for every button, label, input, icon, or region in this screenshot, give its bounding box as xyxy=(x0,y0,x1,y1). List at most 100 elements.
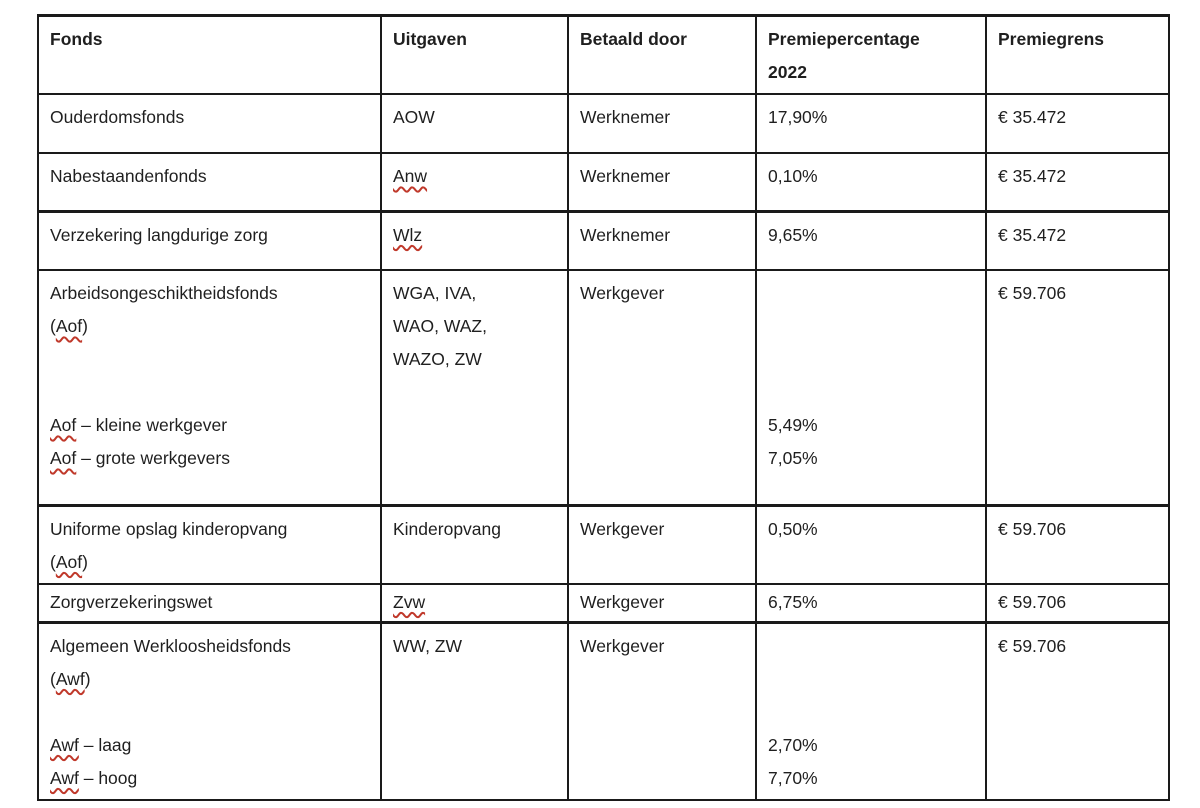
table-row-zorgverzekeringswet: Zorgverzekeringswet Zvw Werkgever 6,75% € 59… xyxy=(37,583,1170,623)
premiums-table: Fonds Uitgaven Betaald door Premiepercentag… xyxy=(37,14,1170,801)
text-line: (Awf) xyxy=(50,668,91,689)
text-line: € 59.706 xyxy=(998,635,1067,656)
cell-uitgaven: Anw xyxy=(380,152,569,212)
cell-betaald-door: Werkgever xyxy=(567,620,757,801)
cell-betaald-door: Werkgever xyxy=(567,503,757,585)
misspelled-word: Awf xyxy=(50,734,79,755)
cell-premiegrens: € 59.706 xyxy=(985,269,1170,506)
text-line: Awf – hoog xyxy=(50,767,138,788)
text-line: WAZO, ZW xyxy=(393,349,482,369)
table-row-ouderdomsfonds: Ouderdomsfonds AOW Werknemer 17,90% € 35.472 xyxy=(37,93,1170,154)
cell-fonds: Uniforme opslag kinderopvang (Aof) xyxy=(37,503,382,585)
text-line: Werkgever xyxy=(580,283,665,303)
table-header: Fonds Uitgaven Betaald door Premiepercentag… xyxy=(37,14,1170,95)
text-line: € 35.472 xyxy=(998,224,1067,245)
text-line: Awf – laag xyxy=(50,734,132,755)
text-line: Verzekering langdurige zorg xyxy=(50,224,268,245)
text-line: Anw xyxy=(393,160,563,193)
cell-premiepercentage-2022: 9,65% xyxy=(755,209,987,271)
text-line: Werknemer xyxy=(580,224,671,245)
cell-uitgaven: Kinderopvang xyxy=(380,503,569,585)
cell-premiegrens: € 35.472 xyxy=(985,93,1170,154)
cell-fonds: Nabestaandenfonds xyxy=(37,152,382,212)
text-line: Wlz xyxy=(393,219,563,252)
text-line: (Aof) xyxy=(50,316,88,336)
blank-line xyxy=(768,343,981,376)
text-line: Werkgever xyxy=(580,635,665,656)
blank-line xyxy=(50,343,376,376)
cell-uitgaven: AOW xyxy=(380,93,569,154)
text-line: 5,49% xyxy=(768,415,818,435)
text-line: WGA, IVA, xyxy=(393,283,477,303)
text-line: 0,10% xyxy=(768,166,818,186)
cell-uitgaven: WW, ZW xyxy=(380,620,569,801)
misspelled-word: Aof xyxy=(50,448,77,468)
text-line: WAO, WAZ, xyxy=(393,316,487,336)
text-line: € 59.706 xyxy=(998,283,1067,303)
text-line: € 59.706 xyxy=(998,591,1067,612)
column-header-uitgaven: Uitgaven xyxy=(380,14,569,95)
misspelled-word: Aof xyxy=(55,316,83,336)
cell-fonds: Ouderdomsfonds xyxy=(37,93,382,154)
text-line: 6,75% xyxy=(768,591,818,612)
text-line: Uitgaven xyxy=(393,29,467,49)
text-line: 17,90% xyxy=(768,107,828,127)
text-line: Ouderdomsfonds xyxy=(50,107,185,127)
text-line: Uniforme opslag kinderopvang xyxy=(50,518,288,539)
text-line: Zorgverzekeringswet xyxy=(50,591,213,612)
blank-line xyxy=(768,663,981,696)
cell-premiepercentage-2022: 5,49% 7,05% xyxy=(755,269,987,506)
text-line: Algemeen Werkloosheidsfonds xyxy=(50,635,291,656)
cell-premiepercentage-2022: 2,70% 7,70% xyxy=(755,620,987,801)
misspelled-word: Zvw xyxy=(393,591,426,612)
text-line: Betaald door xyxy=(580,29,687,49)
text-line: Zvw xyxy=(393,588,563,617)
cell-premiepercentage-2022: 17,90% xyxy=(755,93,987,154)
cell-betaald-door: Werknemer xyxy=(567,93,757,154)
text-line: Kinderopvang xyxy=(393,518,501,539)
cell-betaald-door: Werknemer xyxy=(567,152,757,212)
cell-premiepercentage-2022: 6,75% xyxy=(755,583,987,623)
text-line: Aof – grote werkgevers xyxy=(50,448,230,468)
text-line: Nabestaandenfonds xyxy=(50,166,207,186)
table-row-verzekering-langdurige-zorg: Verzekering langdurige zorg Wlz Werknemer 9… xyxy=(37,209,1170,271)
column-header-betaald-door: Betaald door xyxy=(567,14,757,95)
cell-fonds: Algemeen Werkloosheidsfonds (Awf) Awf – l… xyxy=(37,620,382,801)
misspelled-word: Awf xyxy=(55,668,85,689)
table-body: Ouderdomsfonds AOW Werknemer 17,90% € 35.472… xyxy=(37,93,1170,801)
blank-line xyxy=(768,376,981,409)
table-row-arbeidsongeschiktheidsfonds: Arbeidsongeschiktheidsfonds (Aof) Aof – k… xyxy=(37,269,1170,506)
text-line: 9,65% xyxy=(768,224,818,245)
table-row-nabestaandenfonds: Nabestaandenfonds Anw Werknemer 0,10% € 35.4… xyxy=(37,152,1170,212)
cell-premiepercentage-2022: 0,50% xyxy=(755,503,987,585)
text-line: Fonds xyxy=(50,29,103,49)
blank-line xyxy=(768,696,981,729)
text-line: 0,50% xyxy=(768,518,818,539)
cell-fonds: Zorgverzekeringswet xyxy=(37,583,382,623)
cell-betaald-door: Werknemer xyxy=(567,209,757,271)
text-line: Werkgever xyxy=(580,591,665,612)
text-line: 7,70% xyxy=(768,767,818,788)
text-line: AOW xyxy=(393,107,435,127)
text-line: Aof – kleine werkgever xyxy=(50,415,228,435)
text-line: 7,05% xyxy=(768,448,818,468)
cell-uitgaven: WGA, IVA, WAO, WAZ, WAZO, ZW xyxy=(380,269,569,506)
cell-premiegrens: € 59.706 xyxy=(985,583,1170,623)
cell-fonds: Verzekering langdurige zorg xyxy=(37,209,382,271)
misspelled-word: Aof xyxy=(55,551,83,572)
column-header-premiepercentage-2022: Premiepercentage 2022 xyxy=(755,14,987,95)
cell-uitgaven: Zvw xyxy=(380,583,569,623)
text-line: 2,70% xyxy=(768,734,818,755)
text-line: 2022 xyxy=(768,62,807,82)
column-header-fonds: Fonds xyxy=(37,14,382,95)
misspelled-word: Wlz xyxy=(393,224,423,245)
cell-premiegrens: € 59.706 xyxy=(985,620,1170,801)
cell-betaald-door: Werkgever xyxy=(567,583,757,623)
text-line: Werknemer xyxy=(580,166,671,186)
text-line: WW, ZW xyxy=(393,635,463,656)
cell-premiepercentage-2022: 0,10% xyxy=(755,152,987,212)
blank-line xyxy=(50,696,376,729)
cell-fonds: Arbeidsongeschiktheidsfonds (Aof) Aof – k… xyxy=(37,269,382,506)
text-line: Werkgever xyxy=(580,518,665,539)
